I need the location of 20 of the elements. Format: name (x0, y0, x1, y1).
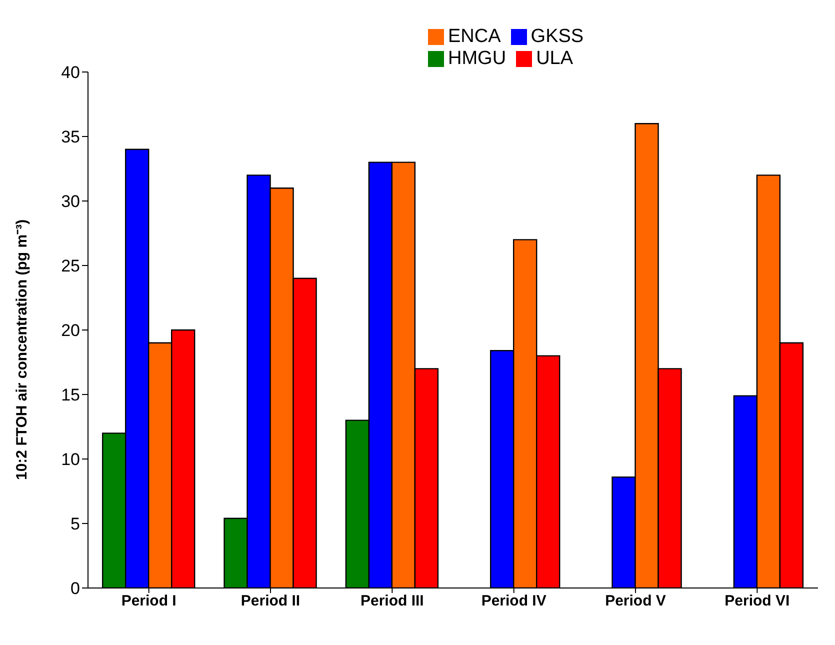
y-tick-label: 20 (61, 321, 80, 340)
y-tick-label: 40 (61, 63, 80, 82)
y-tick-label: 10 (61, 450, 80, 470)
y-axis-title: 10:2 FTOH air concentration (pg m⁻³) (13, 219, 30, 480)
legend-label: ENCA (448, 26, 501, 47)
legend-label: GKSS (530, 26, 584, 47)
x-tick-label: Period V (605, 592, 666, 610)
y-tick-label: 15 (61, 386, 80, 405)
y-tick-label: 0 (70, 579, 80, 598)
legend-label: HMGU (448, 48, 506, 69)
y-tick-label: 30 (61, 192, 80, 212)
x-tick-label: Period I (121, 592, 176, 610)
y-tick-label: 5 (70, 514, 80, 534)
x-tick-label: Period IV (481, 592, 546, 610)
legend-label: ULA (536, 48, 574, 69)
y-tick-label: 35 (61, 128, 80, 147)
x-tick-label: Period VI (724, 592, 790, 610)
y-tick-label: 25 (61, 256, 80, 276)
x-tick-label: Period III (360, 592, 424, 610)
x-tick-label: Period II (240, 592, 300, 610)
